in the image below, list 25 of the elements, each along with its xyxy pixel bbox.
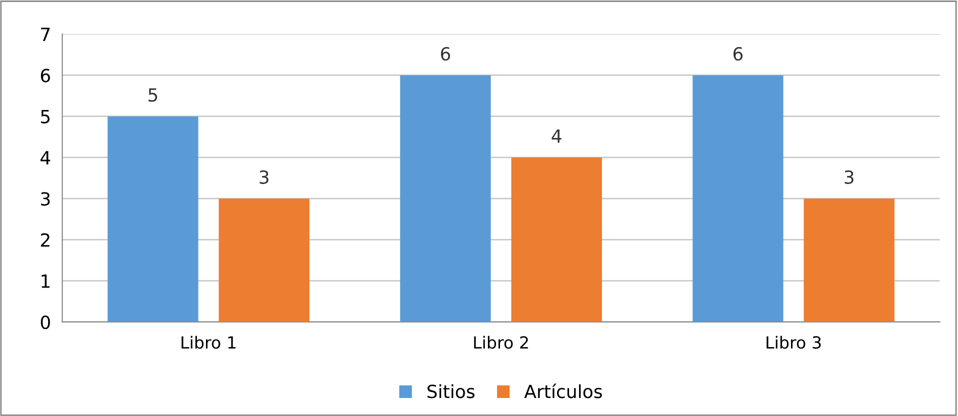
data-label: 3 — [844, 170, 854, 184]
data-label: 6 — [440, 46, 450, 61]
x-tick-label: Libro 2 — [474, 336, 528, 349]
y-tick-label: 7 — [41, 28, 50, 41]
legend-label: Artículos — [524, 384, 602, 398]
y-tick-label: 3 — [41, 192, 50, 206]
y-tick-label: 0 — [40, 315, 50, 330]
data-label: 5 — [148, 88, 158, 102]
bar — [218, 198, 310, 322]
y-tick-label: 4 — [40, 151, 50, 164]
x-tick-label: Libro 3 — [766, 336, 821, 349]
data-label: 6 — [733, 46, 743, 61]
y-tick-label: 2 — [40, 233, 50, 247]
data-label: 3 — [260, 170, 268, 184]
bar — [804, 198, 894, 322]
legend-label: Sitios — [428, 384, 474, 398]
y-tick-label: 1 — [42, 274, 50, 288]
y-tick-label: 6 — [40, 68, 50, 82]
bar — [400, 75, 491, 322]
bar — [511, 157, 602, 322]
bar — [692, 75, 784, 322]
x-tick-label: Libro 1 — [182, 336, 236, 349]
bar — [108, 116, 198, 322]
data-label: 4 — [552, 129, 562, 143]
y-tick-label: 5 — [41, 110, 50, 124]
